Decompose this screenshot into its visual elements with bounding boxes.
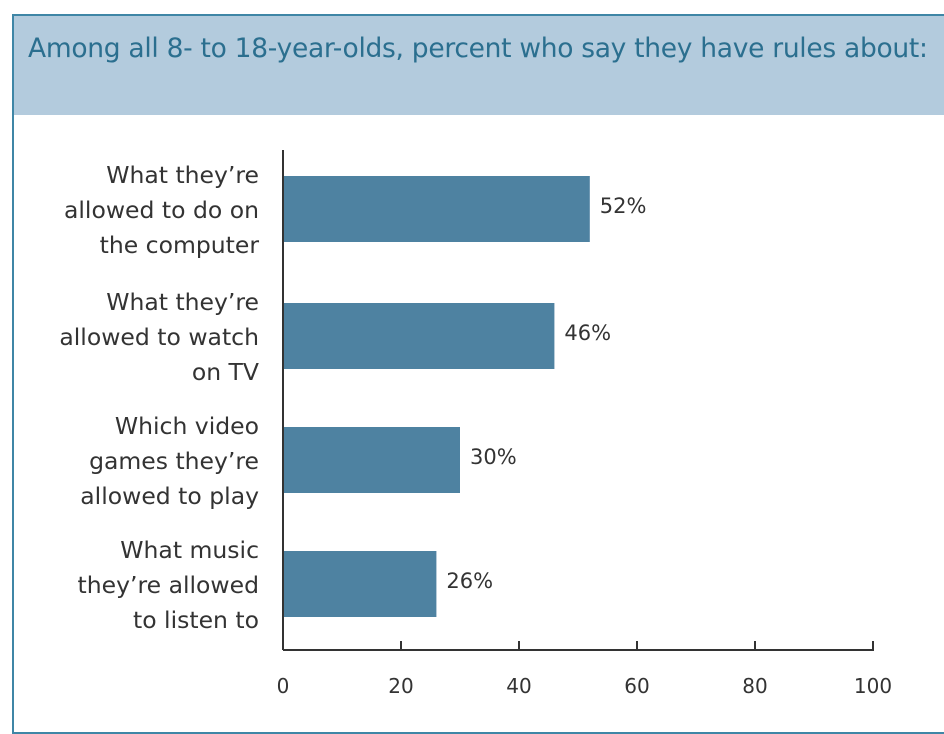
bar-value-label: 52% xyxy=(600,194,647,218)
x-tick-label: 100 xyxy=(854,674,892,698)
chart-frame: Among all 8- to 18-year-olds, percent wh… xyxy=(12,14,944,734)
bar xyxy=(284,551,437,617)
bar xyxy=(284,303,555,369)
bar-value-label: 26% xyxy=(446,569,493,593)
category-label: Which video xyxy=(115,412,259,440)
bar-value-label: 30% xyxy=(470,445,517,469)
category-label: to listen to xyxy=(133,606,259,634)
category-label: they’re allowed xyxy=(78,571,259,599)
category-label: on TV xyxy=(192,358,259,386)
category-label: What music xyxy=(120,536,259,564)
x-tick-label: 80 xyxy=(742,674,767,698)
chart-title: Among all 8- to 18-year-olds, percent wh… xyxy=(28,33,928,64)
x-tick-label: 20 xyxy=(388,674,413,698)
category-label: What they’re xyxy=(106,161,259,189)
bar-value-label: 46% xyxy=(564,321,611,345)
x-tick-label: 60 xyxy=(624,674,649,698)
x-tick-label: 0 xyxy=(277,674,290,698)
x-tick-label: 40 xyxy=(506,674,531,698)
category-label: allowed to do on xyxy=(64,196,259,224)
bar xyxy=(284,427,460,493)
category-label: the computer xyxy=(100,231,260,259)
title-band: Among all 8- to 18-year-olds, percent wh… xyxy=(14,16,944,115)
category-label: allowed to play xyxy=(80,482,259,510)
category-label: games they’re xyxy=(89,447,259,475)
bar-chart: 0 20 40 60 80 100 52% What they’re allowed to do… xyxy=(59,150,892,698)
bar xyxy=(284,176,590,242)
category-label: What they’re xyxy=(106,288,259,316)
category-label: allowed to watch xyxy=(59,323,259,351)
